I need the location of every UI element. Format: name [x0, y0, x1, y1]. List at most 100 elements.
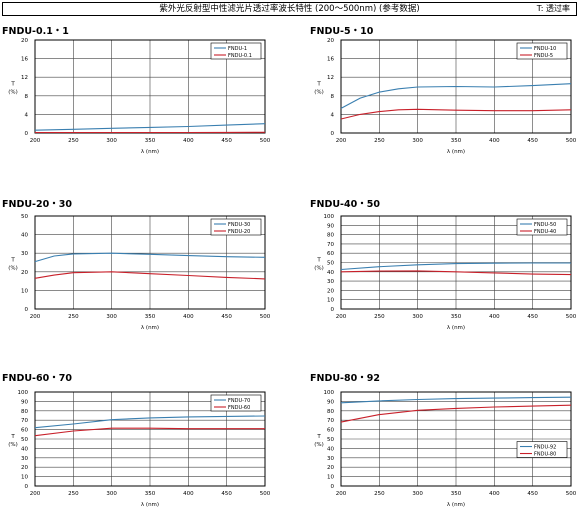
chart5-x-tick-label: 400 — [183, 491, 194, 497]
chart4-y-tick-label: 50 — [327, 261, 334, 267]
chart2-y-tick-label: 20 — [327, 38, 334, 44]
chart4-series-2-line — [340, 270, 572, 276]
chart2-y-tick-label: 4 — [331, 112, 335, 118]
chart2-series-2-line — [340, 108, 572, 120]
chart2-x-tick-label: 400 — [489, 138, 500, 144]
chart5-legend-label-2: FNDU-60 — [228, 405, 250, 411]
chart1-x-tick-label: 350 — [145, 138, 156, 144]
chart5-series-2-line — [34, 427, 265, 437]
chart1-y-tick-label: 8 — [25, 94, 29, 100]
chart4-y-tick-label: 20 — [327, 288, 334, 294]
chart2-x-tick-label: 300 — [412, 138, 423, 144]
chart-title-6: FNDU-80・92 — [310, 373, 380, 384]
chart5-y-tick-label: 100 — [18, 390, 29, 396]
chart6-y-tick-label: 0 — [331, 484, 335, 490]
chart6-y-tick-label: 40 — [327, 446, 334, 452]
chart4-x-tick-label: 200 — [336, 314, 347, 320]
chart6-y-axis-label: T — [316, 434, 321, 440]
chart4-y-tick-label: 80 — [327, 233, 334, 239]
chart-title-2: FNDU-5・10 — [310, 26, 374, 37]
chart2-x-tick-label: 250 — [374, 138, 385, 144]
chart3-y-tick-label: 40 — [21, 233, 28, 239]
chart2-x-tick-label: 350 — [451, 138, 462, 144]
chart3-y-tick-label: 20 — [21, 270, 28, 276]
chart2-y-tick-label: 8 — [331, 94, 335, 100]
chart6-series-1-line — [340, 396, 572, 404]
chart6-x-tick-label: 450 — [527, 491, 538, 497]
chart2-y-tick-label: 0 — [331, 131, 335, 137]
chart6-y-tick-label: 80 — [327, 409, 334, 415]
chart6-x-tick-label: 250 — [374, 491, 385, 497]
chart4-x-tick-label: 450 — [527, 314, 538, 320]
chart5-y-tick-label: 10 — [21, 475, 28, 481]
chart6-x-tick-label: 400 — [489, 491, 500, 497]
chart6-legend-label-2: FNDU-80 — [534, 452, 556, 458]
chart2-series-1-line — [340, 83, 572, 109]
chart5-y-axis-label: T — [10, 434, 15, 440]
chart-title-3: FNDU-20・30 — [2, 199, 72, 210]
chart3-legend-label-2: FNDU-20 — [228, 229, 250, 235]
chart6-x-tick-label: 300 — [412, 491, 423, 497]
chart6-x-tick-label: 200 — [336, 491, 347, 497]
chart6-y-axis-unit: (%) — [314, 442, 324, 448]
chart3-series-2-line — [34, 271, 266, 280]
chart5-x-axis-label: λ (nm) — [141, 502, 159, 508]
chart5-series-1-line — [34, 415, 266, 429]
chart4-legend-label-2: FNDU-40 — [534, 229, 556, 235]
chart2-x-tick-label: 200 — [336, 138, 347, 144]
chart3-x-tick-label: 400 — [183, 314, 194, 320]
chart4-x-tick-label: 400 — [489, 314, 500, 320]
chart4-x-tick-label: 350 — [451, 314, 462, 320]
chart1-x-tick-label: 250 — [68, 138, 79, 144]
chart5-y-tick-label: 70 — [21, 418, 28, 424]
chart5-x-tick-label: 300 — [106, 491, 117, 497]
chart1-y-tick-label: 0 — [25, 131, 29, 137]
chart3-y-axis-unit: (%) — [8, 266, 18, 272]
chart4-y-tick-label: 10 — [327, 298, 334, 304]
chart6-y-tick-label: 60 — [327, 428, 334, 434]
chart5-x-tick-label: 450 — [221, 491, 232, 497]
chart4-y-tick-label: 60 — [327, 251, 334, 257]
chart2-y-tick-label: 16 — [327, 57, 334, 63]
chart4-series-1-line — [340, 262, 571, 271]
chart2-y-axis-label: T — [316, 82, 321, 88]
chart6-y-tick-label: 20 — [327, 465, 334, 471]
chart5-y-tick-label: 50 — [21, 437, 28, 443]
chart5-x-tick-label: 250 — [68, 491, 79, 497]
chart1-x-tick-label: 300 — [106, 138, 117, 144]
chart5-x-tick-label: 500 — [260, 491, 271, 497]
chart6-x-tick-label: 500 — [566, 491, 577, 497]
chart5-legend-label-1: FNDU-70 — [228, 398, 250, 404]
chart1-x-tick-label: 500 — [260, 138, 271, 144]
chart2-y-tick-label: 12 — [327, 75, 334, 81]
chart1-y-tick-label: 12 — [21, 75, 28, 81]
chart6-legend-label-1: FNDU-92 — [534, 445, 556, 451]
chart5-y-tick-label: 0 — [25, 484, 29, 490]
chart1-x-axis-label: λ (nm) — [141, 149, 159, 155]
chart3-x-axis-label: λ (nm) — [141, 325, 159, 331]
chart6-y-tick-label: 100 — [324, 390, 335, 396]
chart5-y-tick-label: 90 — [21, 399, 28, 405]
chart1-y-tick-label: 16 — [21, 57, 28, 63]
chart3-x-tick-label: 200 — [30, 314, 41, 320]
chart6-frame — [340, 391, 572, 487]
chart1-series-1-line — [34, 123, 266, 131]
chart3-y-tick-label: 50 — [21, 214, 28, 220]
chart4-y-tick-label: 90 — [327, 223, 334, 229]
chart3-legend-label-1: FNDU-30 — [228, 222, 250, 228]
chart6-y-tick-label: 10 — [327, 475, 334, 481]
chart5-y-tick-label: 20 — [21, 465, 28, 471]
chart2-x-tick-label: 450 — [527, 138, 538, 144]
chart6-x-tick-label: 350 — [451, 491, 462, 497]
chart4-x-tick-label: 250 — [374, 314, 385, 320]
chart5-y-axis-unit: (%) — [8, 442, 18, 448]
chart4-y-tick-label: 30 — [327, 279, 334, 285]
chart1-y-axis-label: T — [10, 82, 15, 88]
chart3-y-axis-label: T — [10, 258, 15, 264]
chart6-x-axis-label: λ (nm) — [447, 502, 465, 508]
chart5-x-tick-label: 200 — [30, 491, 41, 497]
chart4-legend-label-1: FNDU-50 — [534, 222, 556, 228]
chart1-legend-label-1: FNDU-1 — [228, 46, 247, 52]
chart5-y-tick-label: 80 — [21, 409, 28, 415]
